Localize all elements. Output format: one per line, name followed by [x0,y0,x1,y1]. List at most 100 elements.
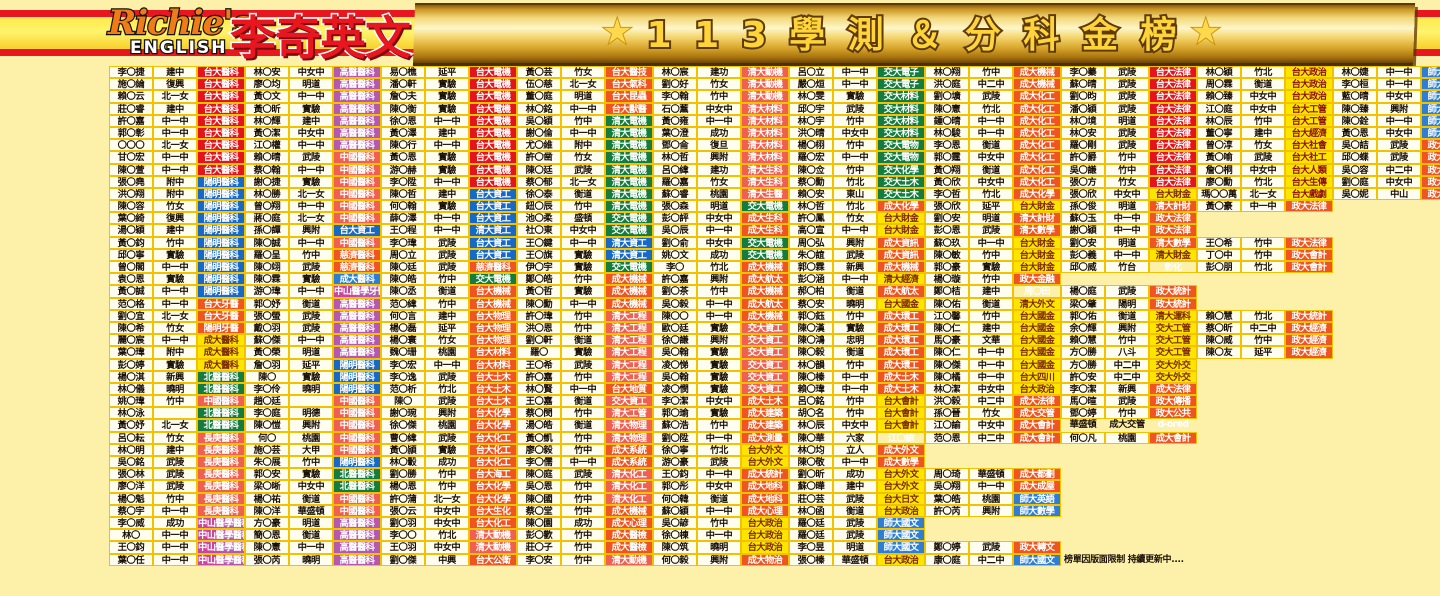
student-school [1377,431,1421,444]
admitted-department: 台大電機 [469,175,517,188]
admitted-department: 成大法律 [1013,395,1061,408]
student-name: 徐〇傑 [381,419,425,432]
admitted-department: 政大傳播 [1149,395,1197,408]
entry-block: 黃〇欣 中女中 成大化工 [925,175,1061,188]
admitted-department: 中國醫科 [333,504,381,517]
student-name: 黃〇潔 [245,126,289,140]
entry-block: 黃〇喻 武陵 台大社工 [1197,151,1333,164]
admitted-department: 長庚醫科 [197,431,245,444]
admitted-department: 成大心理 [741,504,789,517]
admitted-department: 清大工程 [605,346,653,359]
student-school: 中一中 [289,90,333,103]
student-school: 竹中 [969,309,1013,322]
student-name [1333,346,1377,359]
entry-block: 彭〇朋 竹北 政大會計 [1197,261,1333,274]
student-name: 劉〇昀 [1061,90,1105,103]
student-school: 中女中 [425,541,469,554]
entry-block: 曾〇淳 竹女 台大社會 [1197,139,1333,152]
admitted-department: 高醫醫科 [333,66,381,79]
student-school: 陽明 [1105,297,1149,310]
entry-block: 何〇 桃園 中國醫科 [245,431,381,444]
admitted-department: 交大電機 [605,261,653,274]
admitted-department [1149,516,1197,530]
entry-block: 林〇儀 曉明 北醫醫科 [109,382,245,396]
admitted-department: 清大電機 [605,151,653,164]
admitted-department: 慈濟醫科 [333,261,381,274]
admitted-department: 高醫醫科 [333,334,381,347]
entry-block: 瑪〇〇萬 北一女 台大戲劇 [1197,187,1333,201]
student-school: 中一中 [1105,212,1149,225]
student-name: 林〇哲 [653,151,697,164]
admitted-department [1285,468,1333,481]
student-school: 竹北 [697,261,741,274]
admitted-department: 陽明醫科 [333,358,381,371]
entry-block: 游〇瑋 中一中 中山醫學牙醫 [245,285,381,298]
student-school: 衡道 [969,139,1013,152]
student-name: 呂〇緯 [653,163,697,176]
student-school: 復興 [153,78,197,91]
admitted-department [1421,236,1440,249]
student-school: 實驗 [425,443,469,456]
student-school: 建中 [425,309,469,322]
student-name [1333,492,1377,505]
student-school: 竹中 [561,480,605,493]
entry-block [1333,382,1440,396]
admitted-department: 台大社會 [1285,139,1333,152]
student-school: 中二中 [1105,358,1149,371]
student-name: 陳〇容 [109,200,153,213]
student-name: 楊〇庭 [1061,285,1105,298]
student-name: 李〇恩 [925,139,969,152]
entry-block: 陳〇愷 興附 中國醫科 [245,419,381,432]
student-name: 陳〇 [381,395,425,408]
brand-logo-cn: 李奇英文 [229,10,413,67]
student-school: 中一中 [833,66,877,79]
entry-block: 陳〇憲 竹北 成大化工 [925,102,1061,115]
admitted-department: 台大醫科 [197,139,245,152]
student-name: 何〇 [245,431,289,444]
student-school: 竹中 [833,139,877,152]
entry-block: 吳〇容中二中政大法律 [1333,163,1440,176]
student-school: 衡道 [561,334,605,347]
entry-block: 林〇境 明道 台大法律 [1061,114,1197,127]
entry-block: 黃〇恩 實驗 台大電機 [381,151,517,164]
entry-block: 楊〇庭 武陵 政大統計 [1061,285,1197,298]
student-school [1377,212,1421,225]
admitted-department: 政大轉文 [1013,541,1061,554]
student-school: 中一中 [153,163,197,176]
student-school: 實驗 [289,175,333,188]
entry-block [1245,553,1381,566]
student-name: 李〇陞 [381,175,425,188]
student-school: 中女中 [1377,126,1421,140]
entry-block: 劉〇壙 武陵 成大化工 [925,90,1061,103]
student-name: 林〇辰 [1197,114,1241,127]
entry-block: 薛〇澤 中一中 台大資工 [381,212,517,225]
student-school: 中一中 [153,151,197,164]
student-school: 中興 [425,553,469,566]
admitted-department: 交大土木 [877,175,925,188]
student-school: 中一中 [425,139,469,152]
entry-block: 陳〇勳 中一中 成大機械 [517,297,653,310]
entry-block: 洪〇翔 附中 陽明醫科 [109,187,245,201]
admitted-department: 交大資工 [741,370,789,383]
admitted-department: 台大四川 [1013,370,1061,383]
admitted-department: 清大生醫 [741,187,789,201]
admitted-department: 中國醫科 [333,151,381,164]
admitted-department: 政大公共 [1149,407,1197,420]
student-name: 游〇赫 [381,163,425,176]
student-name: 劉〇安 [925,212,969,225]
student-name: 楊〇恩 [381,480,425,493]
admitted-department: 成大地科 [741,492,789,505]
student-school: 北一女 [153,139,197,152]
student-name: 詹〇夫 [381,90,425,103]
student-name [1333,358,1377,371]
brand-logo-en-sub: ENGLISH [129,37,228,60]
entry-block: 黃〇芸 竹女 台大醫技 [517,66,653,79]
student-school [1241,431,1285,444]
admitted-department: 台大日文 [877,492,925,505]
student-school: 延平 [425,321,469,335]
student-name: 廖〇洋 [109,480,153,493]
entry-block: 鈕〇辰 竹中 清大電機 [517,200,653,213]
student-school: 北一女 [153,90,197,103]
student-school: 興附 [1377,102,1421,115]
student-name: 施〇芸 [245,443,289,456]
